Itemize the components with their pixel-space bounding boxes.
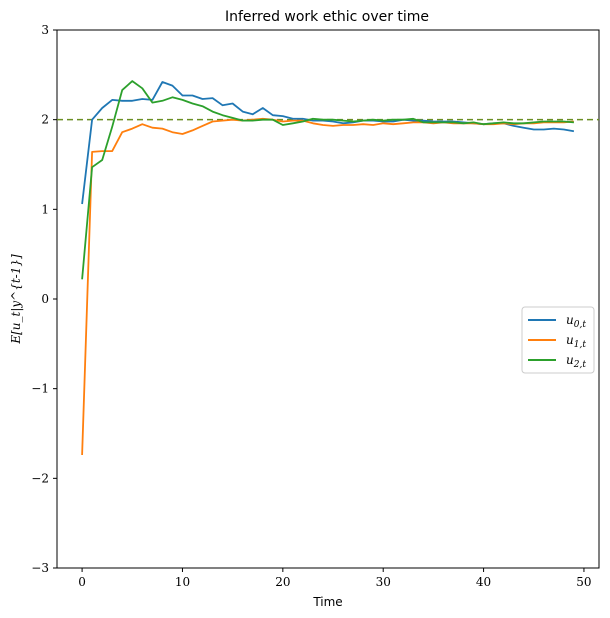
legend-label-2: u2,t <box>566 353 586 370</box>
x-tick-label: 0 <box>78 575 86 589</box>
legend-box <box>521 306 595 374</box>
legend-label-0: u0,t <box>566 313 586 330</box>
axes-frame <box>56 29 600 569</box>
y-tick-label: −1 <box>31 382 49 396</box>
tick-group: 0 10 20 30 40 50 −3 −2 −1 0 1 2 3 <box>31 23 591 589</box>
y-tick-label: −2 <box>31 471 49 485</box>
series-group <box>81 80 575 456</box>
x-axis-label: Time <box>312 595 342 609</box>
series-line-1 <box>81 117 574 456</box>
legend-label-1: u1,t <box>566 333 586 350</box>
series-line-0 <box>81 81 575 205</box>
series-line-2 <box>81 80 574 280</box>
x-tick-label: 20 <box>275 575 290 589</box>
y-axis-label: E[u_t|y^{t-1}] <box>9 254 23 345</box>
y-tick-label: 0 <box>41 292 49 306</box>
y-tick-label: 3 <box>41 23 49 37</box>
x-tick-label: 50 <box>576 575 591 589</box>
y-tick-label: −3 <box>31 561 49 575</box>
x-tick-label: 10 <box>175 575 190 589</box>
x-tick-label: 30 <box>376 575 391 589</box>
y-tick-label: 1 <box>41 202 49 216</box>
x-tick-label: 40 <box>476 575 491 589</box>
y-tick-label: 2 <box>41 113 49 127</box>
chart-title: Inferred work ethic over time <box>225 9 429 25</box>
plot-area <box>56 29 600 569</box>
legend: u0,t u1,t u2,t <box>521 306 595 374</box>
